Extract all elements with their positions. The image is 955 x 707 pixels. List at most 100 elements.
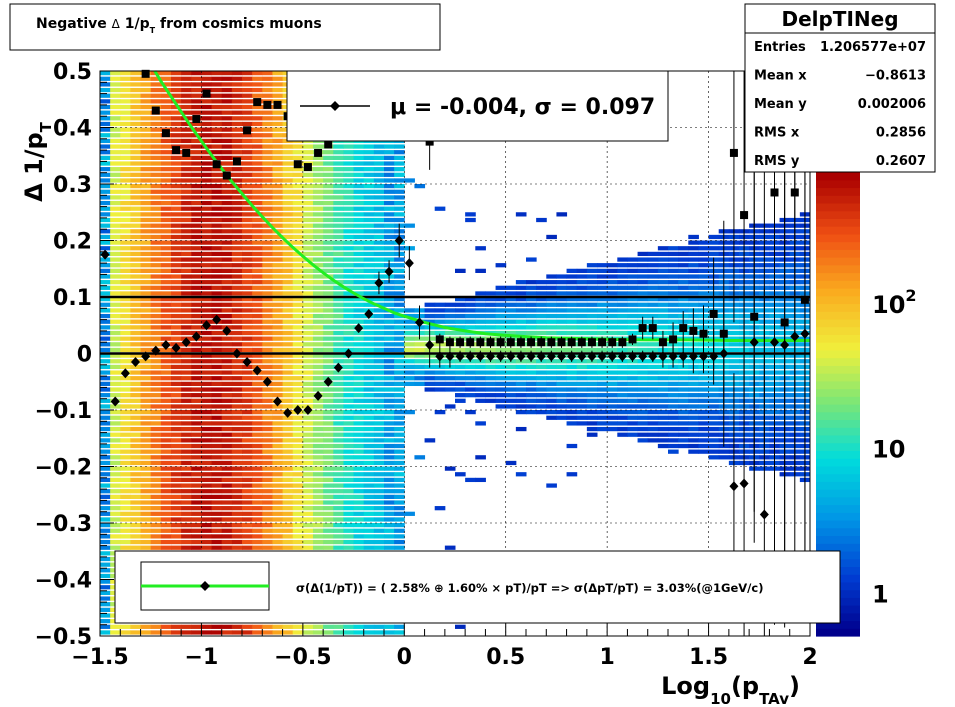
heatmap-cell [140, 280, 152, 285]
heatmap-cell [110, 212, 121, 217]
heatmap-cell [181, 280, 192, 285]
heatmap-cell [221, 421, 233, 426]
heatmap-cell [668, 387, 679, 392]
heatmap-cell [221, 624, 233, 629]
heatmap-cell [495, 285, 507, 290]
title: Negative Δ 1/pT from cosmics muons [36, 16, 322, 35]
heatmap-cell [617, 268, 628, 273]
mean-point [496, 351, 506, 362]
heatmap-cell [353, 200, 365, 206]
heatmap-cell [384, 189, 395, 194]
heatmap-cell [221, 184, 233, 189]
heatmap-cell [150, 511, 162, 516]
heatmap-cell [282, 455, 294, 460]
heatmap-cell [242, 263, 253, 268]
heatmap-cell [181, 472, 192, 477]
heatmap-cell [302, 297, 314, 302]
heatmap-cell [607, 381, 618, 386]
heatmap-cell [171, 494, 182, 499]
heatmap-cell [485, 393, 497, 398]
heatmap-cell [252, 93, 263, 98]
stats-row-label: Entries [754, 40, 806, 55]
mean-point [526, 351, 536, 362]
heatmap-cell [231, 280, 243, 285]
heatmap-cell [171, 330, 182, 336]
heatmap-cell [353, 506, 365, 511]
heatmap-cell [404, 319, 415, 324]
heatmap-cell [181, 347, 192, 353]
heatmap-cell [647, 297, 659, 302]
heatmap-cell [201, 342, 213, 347]
heatmap-cell [353, 313, 365, 319]
heatmap-cell [586, 297, 598, 302]
heatmap-cell [282, 528, 294, 533]
heatmap-cell [657, 410, 669, 415]
heatmap-cell [556, 370, 568, 375]
heatmap-cell [191, 82, 202, 87]
heatmap-cell [576, 381, 588, 386]
heatmap-cell [231, 534, 243, 539]
heatmap-cell [678, 443, 689, 449]
heatmap-cell [130, 246, 142, 251]
heatmap-cell [698, 432, 710, 437]
heatmap-cell [302, 263, 314, 268]
heatmap-cell [150, 630, 162, 635]
heatmap-cell [160, 483, 172, 488]
heatmap-cell [211, 545, 223, 550]
heatmap-cell [160, 438, 172, 443]
heatmap-cell [384, 342, 395, 347]
heatmap-cell [150, 477, 162, 483]
heatmap-cell [211, 116, 223, 121]
heatmap-cell [191, 443, 202, 449]
heatmap-cell [262, 246, 273, 251]
heatmap-cell [475, 376, 486, 381]
heatmap-cell [637, 398, 649, 403]
heatmap-cell [201, 426, 213, 432]
heatmap-cell [160, 308, 172, 313]
heatmap-cell [120, 121, 131, 127]
heatmap-cell [597, 398, 608, 403]
heatmap-cell [171, 302, 182, 307]
heatmap-cell [262, 71, 273, 76]
heatmap-cell [150, 313, 162, 319]
heatmap-cell [668, 438, 679, 443]
heatmap-cell [363, 319, 375, 324]
heatmap-cell [343, 144, 355, 149]
heatmap-cell [150, 528, 162, 533]
heatmap-cell [607, 280, 618, 285]
heatmap-cell [100, 579, 111, 584]
heatmap-cell [100, 76, 111, 81]
heatmap-cell [343, 460, 355, 466]
heatmap-cell [282, 234, 294, 240]
heatmap-cell [242, 319, 253, 324]
heatmap-cell [302, 229, 314, 234]
heatmap-cell [607, 404, 618, 409]
heatmap-cell [627, 308, 639, 313]
mean-point [384, 266, 394, 277]
heatmap-cell [323, 624, 334, 629]
heatmap-cell [150, 494, 162, 499]
heatmap-cell [201, 189, 213, 194]
heatmap-cell [323, 528, 334, 533]
heatmap-cell [252, 76, 263, 81]
heatmap-cell [465, 370, 476, 375]
heatmap-cell [191, 87, 202, 93]
heatmap-cell [384, 432, 395, 437]
heatmap-cell [181, 195, 192, 200]
heatmap-cell [485, 398, 497, 403]
heatmap-cell [272, 144, 284, 149]
heatmap-cell [140, 370, 152, 375]
heatmap-cell [201, 330, 213, 336]
heatmap-cell [576, 376, 588, 381]
heatmap-cell [394, 511, 405, 516]
heatmap-cell [140, 443, 152, 449]
heatmap-cell [100, 138, 111, 144]
heatmap-cell [668, 297, 679, 302]
heatmap-cell [546, 313, 557, 319]
heatmap-cell [313, 263, 324, 268]
heatmap-cell [231, 212, 243, 217]
heatmap-cell [211, 393, 223, 398]
heatmap-cell [242, 285, 253, 290]
heatmap-cell [343, 376, 355, 381]
heatmap-cell [110, 223, 121, 228]
